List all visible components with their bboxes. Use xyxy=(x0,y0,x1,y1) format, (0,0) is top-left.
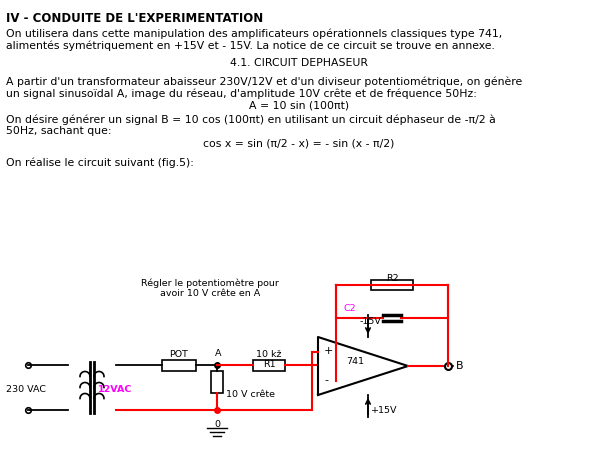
Text: 0: 0 xyxy=(214,420,220,429)
Text: R1: R1 xyxy=(263,360,276,369)
Text: B: B xyxy=(456,361,464,371)
Text: 10 V crête: 10 V crête xyxy=(226,390,275,399)
Bar xyxy=(162,359,196,371)
Text: On utilisera dans cette manipulation des amplificateurs opérationnels classiques: On utilisera dans cette manipulation des… xyxy=(6,28,502,38)
Text: A = 10 sin (100πt): A = 10 sin (100πt) xyxy=(249,100,349,110)
Text: cos x = sin (π/2 - x) = - sin (x - π/2): cos x = sin (π/2 - x) = - sin (x - π/2) xyxy=(203,138,395,148)
Text: +: + xyxy=(324,346,334,356)
Text: 230 VAC: 230 VAC xyxy=(6,385,46,394)
Text: C2: C2 xyxy=(344,304,356,313)
Text: un signal sinusoïdal A, image du réseau, d'amplitude 10V crête et de fréquence 5: un signal sinusoïdal A, image du réseau,… xyxy=(6,88,477,99)
Text: A: A xyxy=(215,349,221,358)
Bar xyxy=(253,359,285,371)
Text: IV - CONDUITE DE L'EXPERIMENTATION: IV - CONDUITE DE L'EXPERIMENTATION xyxy=(6,12,263,25)
Text: 741: 741 xyxy=(346,356,364,365)
Text: On désire générer un signal B = 10 cos (100πt) en utilisant un circuit déphaseur: On désire générer un signal B = 10 cos (… xyxy=(6,114,496,125)
Text: R2: R2 xyxy=(386,274,398,283)
Text: 4.1. CIRCUIT DEPHASEUR: 4.1. CIRCUIT DEPHASEUR xyxy=(230,58,368,68)
Text: alimentés symétriquement en +15V et - 15V. La notice de ce circuit se trouve en : alimentés symétriquement en +15V et - 15… xyxy=(6,40,495,51)
Text: avoir 10 V crête en A: avoir 10 V crête en A xyxy=(160,289,260,298)
Text: -15V: -15V xyxy=(360,317,382,326)
Text: 12VAC: 12VAC xyxy=(98,385,132,394)
Text: POT: POT xyxy=(170,350,189,359)
Text: -: - xyxy=(324,375,328,385)
Text: 50Hz, sachant que:: 50Hz, sachant que: xyxy=(6,126,111,136)
Bar xyxy=(371,280,413,290)
Text: On réalise le circuit suivant (fig.5):: On réalise le circuit suivant (fig.5): xyxy=(6,157,194,167)
Text: +15V: +15V xyxy=(371,406,398,415)
Text: 10 kž: 10 kž xyxy=(256,350,282,359)
Text: A partir d'un transformateur abaisseur 230V/12V et d'un diviseur potentiométriqu: A partir d'un transformateur abaisseur 2… xyxy=(6,76,522,86)
Text: Régler le potentiomètre pour: Régler le potentiomètre pour xyxy=(141,278,279,288)
Bar xyxy=(211,371,223,393)
